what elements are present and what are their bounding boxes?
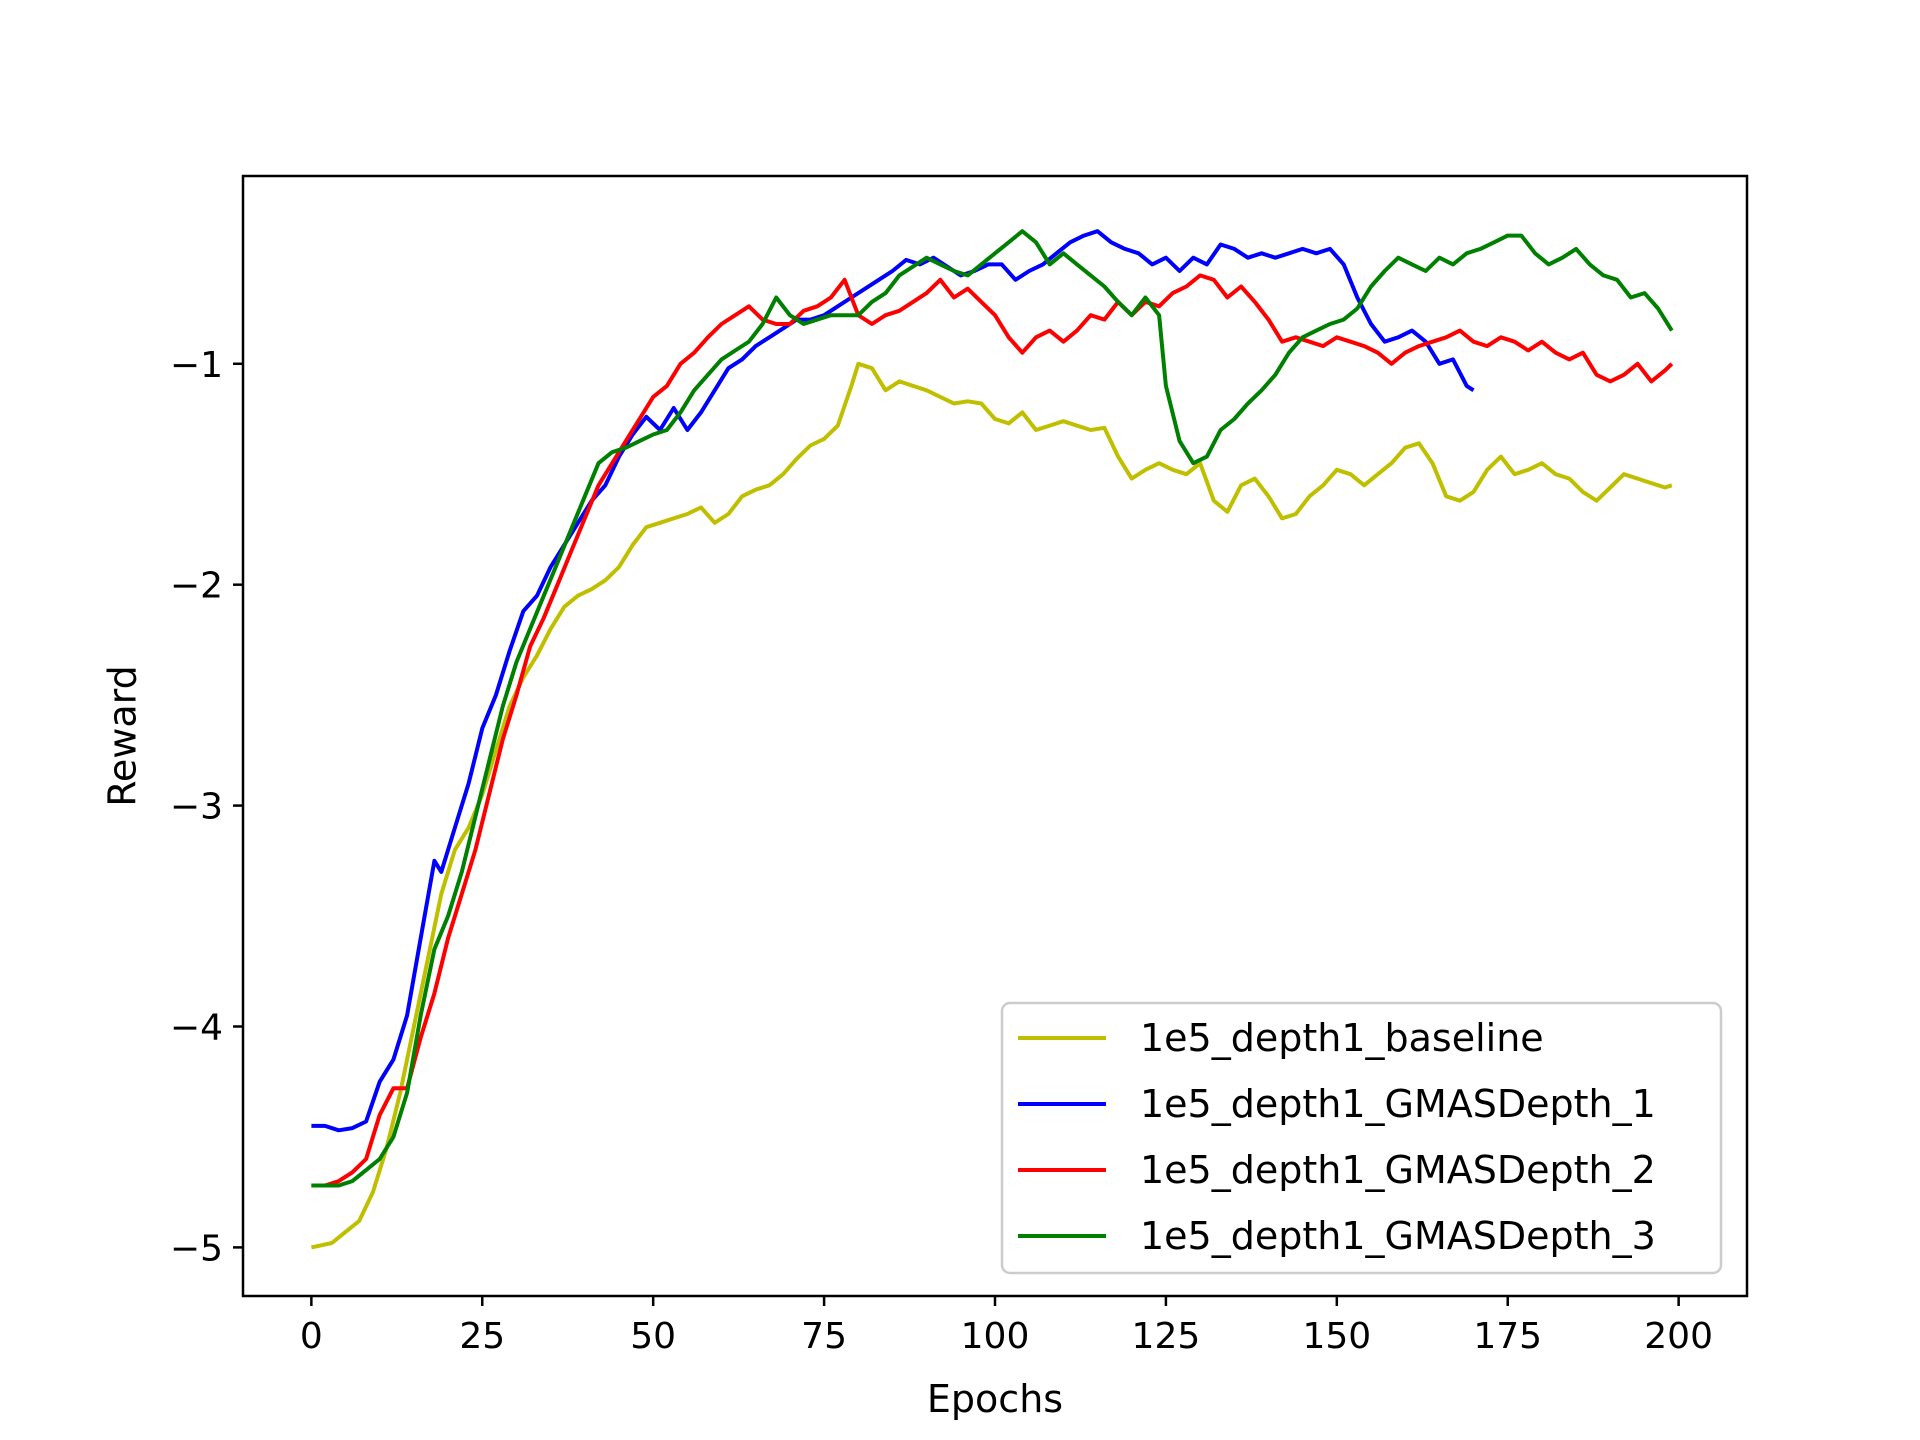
x-axis-label: Epochs — [927, 1377, 1063, 1421]
x-tick-label: 175 — [1473, 1316, 1542, 1357]
legend-label-4: 1e5_depth1_GMASDepth_3 — [1140, 1214, 1656, 1258]
y-tick-label: −4 — [170, 1007, 223, 1048]
series-line-2 — [311, 229, 1475, 1133]
y-tick-label: −2 — [170, 566, 223, 607]
legend-box — [1000, 1001, 1723, 1275]
ticks-layer: 0 25 50 75 100 125 150 175 200 −5 −4 −3 −2 −1 — [170, 345, 1713, 1357]
x-tick-label: 25 — [459, 1316, 505, 1357]
x-tick-label: 200 — [1644, 1316, 1713, 1357]
y-axis-label: Reward — [101, 665, 145, 807]
x-tick-label: 75 — [801, 1316, 847, 1357]
legend: 1e5_depth1_baseline 1e5_depth1_GMASDepth_… — [1000, 1001, 1723, 1275]
legend-label-2: 1e5_depth1_GMASDepth_1 — [1140, 1082, 1656, 1126]
series-line-3 — [311, 273, 1674, 1188]
x-tick-label: 125 — [1132, 1316, 1201, 1357]
series-line-4 — [311, 229, 1674, 1188]
legend-label-1: 1e5_depth1_baseline — [1140, 1016, 1544, 1060]
series-layer — [310, 229, 1674, 1250]
y-tick-label: −3 — [170, 787, 223, 828]
x-tick-label: 100 — [961, 1316, 1030, 1357]
legend-label-3: 1e5_depth1_GMASDepth_2 — [1140, 1148, 1656, 1192]
x-tick-label: 150 — [1302, 1316, 1371, 1357]
series-line-1 — [310, 361, 1673, 1250]
x-tick-label: 0 — [300, 1316, 323, 1357]
y-tick-label: −1 — [170, 345, 223, 386]
y-tick-label: −5 — [170, 1228, 223, 1269]
x-tick-label: 50 — [630, 1316, 676, 1357]
